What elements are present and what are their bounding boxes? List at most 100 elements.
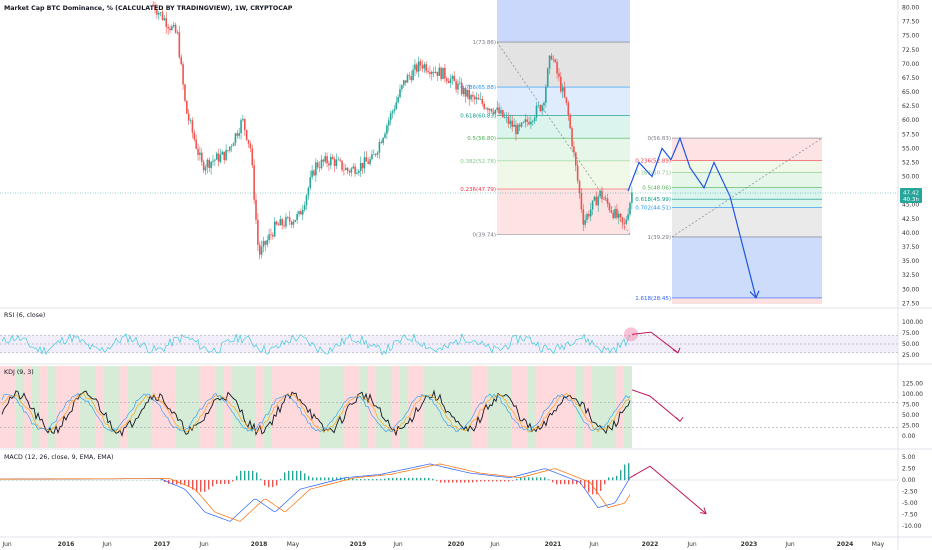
- kdj-background-bar: [104, 366, 112, 448]
- axis-tick: -7.50: [902, 512, 918, 519]
- price-projection-path[interactable]: [627, 136, 760, 299]
- candle-body: [586, 214, 588, 221]
- macd-projection-arrow: [629, 465, 707, 514]
- candle-body: [311, 170, 313, 178]
- candle-body: [399, 89, 401, 98]
- candle-body: [509, 120, 512, 124]
- macd-histogram-bar: [528, 477, 530, 481]
- macd-histogram-bar: [372, 479, 374, 481]
- price-tick: 77.50: [902, 19, 919, 26]
- fib-left-label: 0.382(52.78): [460, 159, 496, 165]
- candle-body: [485, 108, 487, 109]
- candle-body: [567, 102, 570, 116]
- candle-body: [560, 76, 562, 92]
- macd-histogram-bar: [464, 480, 466, 483]
- candle-body: [608, 203, 611, 211]
- kdj-title: KDJ (9, 3): [4, 369, 34, 376]
- candle-body: [165, 18, 168, 27]
- candle-body: [548, 55, 551, 69]
- macd-histogram-bar: [260, 478, 262, 481]
- kdj-background-bar: [120, 366, 128, 448]
- candle-body: [550, 55, 553, 60]
- kdj-background-bar: [144, 366, 152, 448]
- candle-body: [588, 214, 590, 217]
- macd-histogram-bar: [420, 477, 422, 481]
- candle-body: [172, 24, 175, 27]
- time-tick: 2017: [154, 541, 171, 548]
- fib-retracement-right[interactable]: 0(56.83)0.236(52.89)0.382(50.71)0.5(48.0…: [635, 136, 823, 304]
- macd-histogram-bar: [328, 477, 330, 481]
- macd-histogram-bar: [300, 470, 302, 481]
- fib-left-band: [497, 160, 630, 190]
- candle-body: [444, 67, 446, 79]
- fib-retracement-left[interactable]: 1(73.86) 0.786(65.88) 0.618(60.83) 0.5(56.8…: [460, 0, 631, 238]
- candle-body: [543, 102, 545, 106]
- kdj-background-bar: [600, 366, 608, 448]
- time-axis: Jun 2016 Jun 2017 Jun 2018 May 2019 Jun 2020 Jun 20…: [1, 541, 884, 548]
- macd-histogram-bar: [492, 480, 494, 482]
- candle-body: [249, 143, 252, 149]
- macd-histogram-bar: [352, 478, 354, 481]
- macd-histogram-bar: [532, 477, 534, 481]
- price-tick: 70.00: [902, 61, 919, 68]
- kdj-background-bar: [584, 366, 592, 448]
- kdj-background-bar: [264, 366, 272, 448]
- macd-histogram-bar: [368, 479, 370, 481]
- macd-histogram-bar: [212, 480, 214, 487]
- axis-tick: 25.00: [902, 352, 919, 359]
- candle-body: [387, 120, 390, 126]
- candle-body: [229, 146, 231, 151]
- candle-body: [582, 209, 585, 225]
- candle-body: [380, 142, 383, 144]
- price-candles: [152, 0, 633, 260]
- candle-body: [417, 61, 420, 72]
- candle-body: [599, 190, 601, 197]
- candle-body: [573, 146, 575, 153]
- kdj-background-bar: [200, 366, 208, 448]
- rsi-arrowhead: [672, 347, 681, 354]
- candle-body: [513, 124, 515, 127]
- macd-signal-line: [0, 463, 631, 522]
- chart-title: Market Cap BTC Dominance, % (CALCULATED …: [4, 5, 293, 12]
- candle-body: [193, 132, 196, 140]
- kdj-background-bar: [504, 366, 512, 448]
- rsi-title: RSI (6, close): [4, 312, 45, 319]
- candle-body: [453, 75, 456, 82]
- macd-histogram-bar: [176, 480, 178, 485]
- candle-body: [307, 187, 310, 196]
- kdj-background-bar: [616, 366, 624, 448]
- candle-body: [447, 81, 450, 84]
- macd-histogram-bar: [412, 477, 414, 481]
- macd-histogram-bar: [520, 477, 522, 481]
- candle-body: [429, 72, 431, 75]
- kdj-background-bar: [24, 366, 32, 448]
- macd-histogram-bar: [268, 480, 270, 488]
- candle-body: [283, 225, 285, 227]
- time-tick: May: [287, 541, 300, 548]
- kdj-background-bar: [608, 366, 616, 448]
- kdj-background-bar: [488, 366, 496, 448]
- macd-histogram-bar: [548, 479, 550, 481]
- price-badge-bottom: 40.3h: [903, 197, 919, 203]
- kdj-background-bar: [8, 366, 16, 448]
- price-tick: 37.50: [902, 244, 919, 251]
- candle-body: [221, 151, 224, 155]
- macd-histogram-bar: [200, 480, 202, 492]
- macd-histogram-bar: [608, 477, 610, 481]
- candle-body: [616, 208, 618, 218]
- candle-body: [230, 145, 233, 147]
- time-tick: Jun: [686, 541, 697, 548]
- kdj-line: [1, 389, 631, 437]
- candle-body: [257, 219, 259, 245]
- macd-histogram-bar: [592, 480, 594, 495]
- candle-body: [369, 159, 371, 164]
- candle-body: [578, 180, 581, 194]
- kdj-background-bar: [80, 366, 88, 448]
- candle-body: [331, 156, 334, 159]
- macd-histogram-bar: [516, 478, 518, 481]
- macd-histogram-bar: [452, 480, 454, 483]
- candle-body: [169, 28, 171, 30]
- macd-histogram-bar: [540, 477, 542, 481]
- candle-body: [406, 75, 409, 83]
